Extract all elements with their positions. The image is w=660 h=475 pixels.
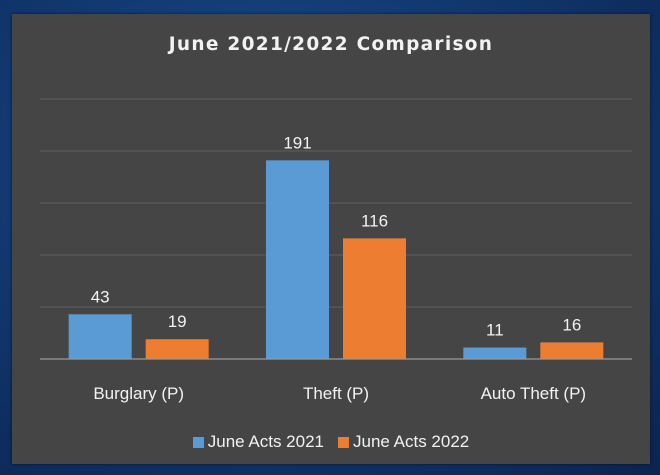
bar: [145, 339, 209, 359]
chart-plot-area: 43 191 11 19 116 16 Burglary (P) Theft (P) Auto …: [40, 98, 632, 403]
x-tick-label: Auto Theft (P): [481, 384, 587, 403]
legend-item: June Acts 2022: [338, 432, 469, 452]
data-label: 43: [91, 287, 110, 306]
legend-swatch: [192, 436, 204, 448]
data-label: 191: [283, 133, 311, 152]
bar: [343, 238, 406, 359]
legend-item: June Acts 2021: [192, 432, 324, 452]
chart-legend: June Acts 2021 June Acts 2022: [12, 432, 650, 453]
bar: [540, 342, 604, 359]
x-tick-label: Burglary (P): [93, 384, 184, 403]
data-label: 16: [562, 315, 581, 334]
legend-label: June Acts 2021: [207, 432, 324, 451]
x-tick-label: Theft (P): [303, 384, 369, 403]
legend-label: June Acts 2022: [353, 432, 470, 451]
chart-title: June 2021/2022 Comparison: [168, 34, 494, 55]
data-label: 11: [486, 321, 504, 340]
bar: [266, 160, 329, 359]
chart-panel: June 2021/2022 Comparison 43 191 11 19 116 16…: [12, 14, 650, 464]
data-label: 19: [168, 312, 187, 331]
bar: [463, 347, 527, 359]
bar: [68, 314, 132, 359]
data-label: 116: [361, 211, 388, 230]
legend-swatch: [338, 436, 349, 448]
